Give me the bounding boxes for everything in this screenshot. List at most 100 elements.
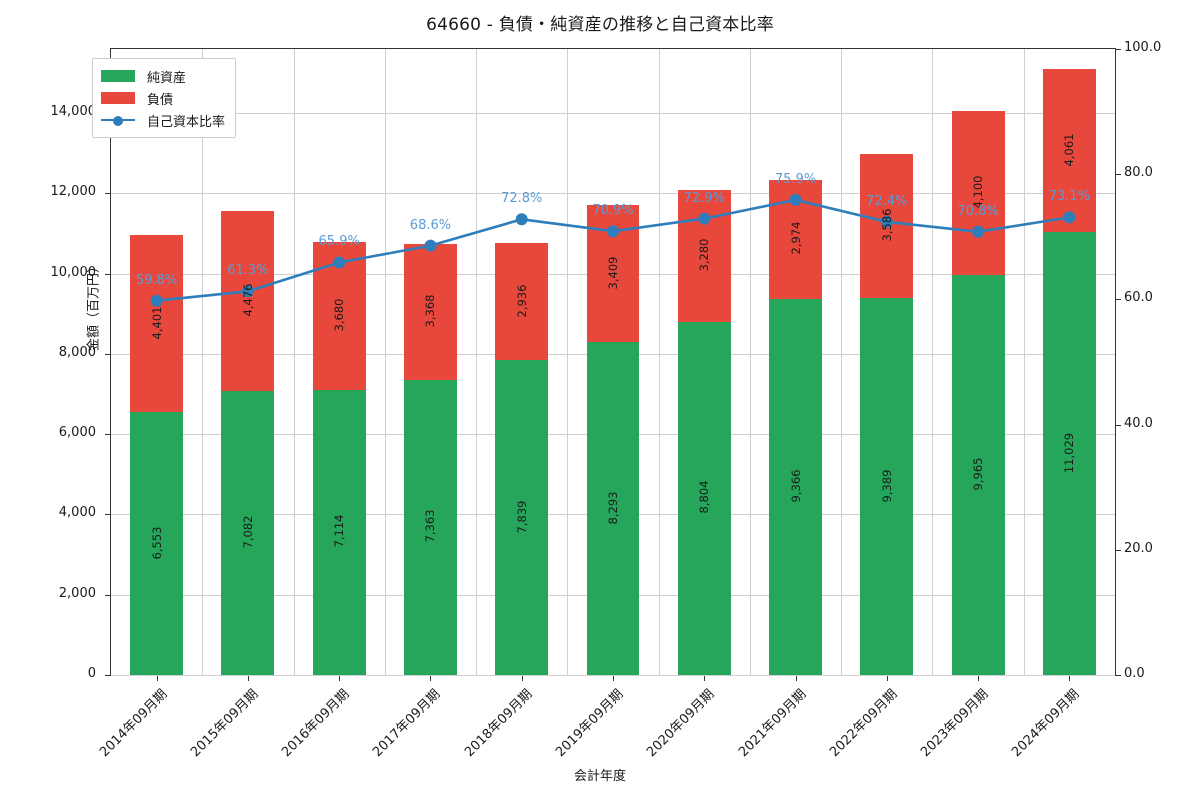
- bar-value-label-liabilities: 3,280: [697, 238, 712, 272]
- equity-ratio-value-label: 70.8%: [957, 203, 999, 219]
- bar-segment-equity: [312, 389, 366, 675]
- x-axis-tick-label: 2018年09月期: [461, 686, 536, 761]
- bar-value-label-equity: 8,293: [606, 491, 620, 525]
- data-label-layer: 6,553 4,401 7,082 4,476 7,114 3,680 7,363 3,368…: [111, 49, 1115, 675]
- x-axis-tick-mark: [704, 676, 706, 681]
- bar-value-label-equity: 8,804: [697, 480, 712, 514]
- gridline-vertical: [749, 49, 751, 675]
- x-axis-tick-mark: [247, 676, 249, 681]
- bar-segment-equity: [951, 275, 1005, 675]
- x-axis-label: 会計年度: [573, 769, 626, 784]
- equity-ratio-value-label: 70.9%: [592, 203, 634, 219]
- bar-value-label-liabilities: 4,061: [1062, 133, 1077, 167]
- y-axis-left-tick-mark: [105, 514, 110, 516]
- bar-value-label-liabilities: 3,368: [423, 294, 438, 328]
- y-axis-right-tick-mark: [1116, 675, 1121, 676]
- bar-segment-equity: [769, 299, 822, 675]
- gridline-vertical: [658, 49, 660, 675]
- bar-value-label-equity: 9,366: [788, 469, 803, 503]
- bar-segment-liabilities: [495, 242, 549, 361]
- bar-segment-liabilities: [1042, 69, 1096, 233]
- bar-segment-equity: [860, 298, 914, 675]
- gridline-vertical: [841, 49, 843, 675]
- y-axis-left-label: 金額（百万円）: [86, 260, 102, 352]
- bar-segment-liabilities: [221, 211, 275, 391]
- gridline-horizontal: [111, 193, 1115, 195]
- x-axis-tick-label: 2016年09月期: [279, 686, 353, 761]
- bar-value-label-equity: 7,363: [423, 509, 438, 543]
- legend-color-swatch-icon: [101, 70, 135, 82]
- x-axis-tick-mark: [886, 676, 888, 681]
- gridline-horizontal: [111, 675, 1115, 676]
- x-axis-tick-label: 2021年09月期: [735, 686, 809, 761]
- y-axis-right-tick-mark: [1116, 49, 1121, 50]
- gridline-vertical: [476, 49, 478, 675]
- bar-value-label-equity: 9,389: [879, 469, 894, 503]
- equity-ratio-marker: [1063, 211, 1076, 224]
- y-axis-right-tick-label: 60.0: [1124, 290, 1153, 306]
- x-axis-tick-label: 2017年09月期: [370, 686, 444, 761]
- y-axis-right-tick-label: 0.0: [1124, 666, 1145, 681]
- legend-line-marker-icon: [101, 114, 135, 126]
- bar-segment-equity: [221, 390, 275, 675]
- equity-ratio-marker: [241, 285, 254, 298]
- bar-segment-equity: [1042, 232, 1096, 675]
- y-axis-right-tick-mark: [1116, 174, 1121, 176]
- legend-item[interactable]: 純資産: [101, 65, 225, 87]
- y-axis-right-tick-mark: [1116, 299, 1121, 301]
- y-axis-right-tick-label: 100.0: [1124, 40, 1162, 55]
- bar-segment-liabilities: [951, 110, 1005, 276]
- plot-area: 6,553 4,401 7,082 4,476 7,114 3,680 7,363 3,368…: [110, 48, 1116, 676]
- bar-segment-equity: [403, 379, 457, 675]
- equity-ratio-value-label: 68.6%: [409, 217, 452, 233]
- gridline-vertical: [202, 49, 204, 675]
- x-axis-tick-label: 2023年09月期: [918, 686, 992, 761]
- equity-ratio-marker: [789, 193, 802, 206]
- y-axis-left-tick-label: 10,000: [50, 264, 97, 280]
- equity-ratio-value-label: 72.9%: [683, 190, 725, 206]
- x-axis-tick-mark: [521, 676, 523, 681]
- equity-ratio-marker: [607, 225, 619, 238]
- gridline-vertical: [567, 49, 569, 675]
- x-axis-tick-mark: [339, 676, 341, 681]
- bar-segment-equity: [677, 321, 731, 675]
- y-axis-right-tick-label: 20.0: [1124, 540, 1153, 556]
- y-axis-right-tick-label: 40.0: [1124, 415, 1153, 431]
- x-axis-tick-mark: [613, 676, 614, 681]
- equity-ratio-value-label: 59.8%: [135, 272, 178, 288]
- bar-segment-equity: [586, 342, 640, 675]
- chart-legend: 純資産負債 自己資本比率: [92, 58, 237, 138]
- y-axis-left-tick-label: 6,000: [58, 425, 96, 441]
- legend-item[interactable]: 負債: [101, 87, 225, 109]
- x-axis-tick-label: 2014年09月期: [96, 686, 171, 761]
- equity-ratio-value-label: 72.4%: [866, 193, 908, 209]
- legend-item-label: 負債: [147, 92, 174, 108]
- y-axis-right-tick-mark: [1116, 549, 1121, 551]
- legend-item[interactable]: 自己資本比率: [101, 109, 225, 131]
- y-axis-left-tick-mark: [105, 273, 110, 275]
- equity-ratio-value-label: 72.8%: [501, 191, 543, 207]
- bar-value-label-liabilities: 3,680: [332, 298, 347, 332]
- equity-ratio-marker: [698, 212, 711, 225]
- gridline-horizontal: [111, 113, 1115, 115]
- equity-ratio-value-label: 65.9%: [318, 234, 360, 250]
- y-axis-left-tick-mark: [105, 594, 110, 596]
- y-axis-left-tick-mark: [105, 675, 110, 676]
- y-axis-left-tick-label: 8,000: [58, 344, 96, 360]
- y-axis-left-tick-label: 4,000: [58, 505, 96, 521]
- x-axis-tick-label: 2015年09月期: [188, 686, 262, 761]
- y-axis-left-tick-mark: [105, 434, 110, 436]
- x-axis-tick-mark: [430, 676, 432, 681]
- bar-segment-equity: [495, 360, 549, 675]
- y-axis-left-tick-mark: [105, 353, 110, 355]
- bar-value-label-equity: 6,553: [149, 526, 164, 559]
- gridline-vertical: [932, 49, 934, 675]
- bar-segment-liabilities: [130, 235, 184, 413]
- equity-ratio-value-label: 73.1%: [1048, 189, 1091, 205]
- equity-ratio-marker: [424, 239, 437, 252]
- y-axis-left-tick-mark: [105, 193, 110, 195]
- x-axis-tick-label: 2022年09月期: [826, 686, 901, 761]
- y-axis-left-tick-label: 2,000: [58, 585, 96, 601]
- bar-segment-equity: [130, 412, 184, 675]
- y-axis-right-tick-mark: [1116, 424, 1121, 426]
